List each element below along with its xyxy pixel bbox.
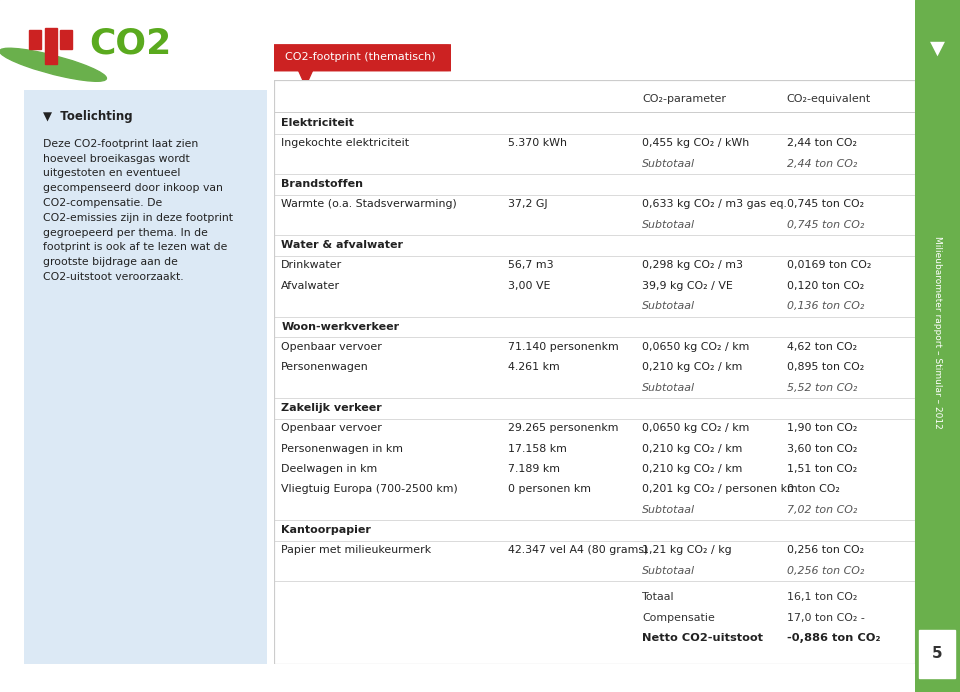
- Text: Afvalwater: Afvalwater: [281, 281, 341, 291]
- Text: 29.265 personenkm: 29.265 personenkm: [508, 424, 618, 433]
- Text: 7,02 ton CO₂: 7,02 ton CO₂: [786, 504, 857, 515]
- Text: 39,9 kg CO₂ / VE: 39,9 kg CO₂ / VE: [642, 281, 733, 291]
- Text: Brandstoffen: Brandstoffen: [281, 179, 363, 189]
- Polygon shape: [299, 71, 313, 86]
- Text: 0,210 kg CO₂ / km: 0,210 kg CO₂ / km: [642, 362, 743, 372]
- Text: 17.158 km: 17.158 km: [508, 444, 566, 454]
- Text: CO₂-equivalent: CO₂-equivalent: [786, 95, 871, 104]
- Text: Water & afvalwater: Water & afvalwater: [281, 240, 403, 250]
- Text: 0 ton CO₂: 0 ton CO₂: [786, 484, 839, 494]
- Text: Subtotaal: Subtotaal: [642, 220, 695, 230]
- Text: 0,256 ton CO₂: 0,256 ton CO₂: [786, 566, 864, 576]
- Text: 2,44 ton CO₂: 2,44 ton CO₂: [786, 158, 857, 169]
- Text: 1,21 kg CO₂ / kg: 1,21 kg CO₂ / kg: [642, 545, 732, 556]
- Text: CO₂-parameter: CO₂-parameter: [642, 95, 727, 104]
- Text: Personenwagen in km: Personenwagen in km: [281, 444, 403, 454]
- Text: 0,895 ton CO₂: 0,895 ton CO₂: [786, 362, 864, 372]
- Bar: [60, 30, 72, 48]
- Text: Subtotaal: Subtotaal: [642, 383, 695, 392]
- Text: 2,44 ton CO₂: 2,44 ton CO₂: [786, 138, 856, 148]
- Text: 0,210 kg CO₂ / km: 0,210 kg CO₂ / km: [642, 464, 743, 474]
- Text: 17,0 ton CO₂ -: 17,0 ton CO₂ -: [786, 612, 865, 623]
- Text: Totaal: Totaal: [642, 592, 675, 602]
- Text: 0,455 kg CO₂ / kWh: 0,455 kg CO₂ / kWh: [642, 138, 750, 148]
- Text: 1,90 ton CO₂: 1,90 ton CO₂: [786, 424, 857, 433]
- Text: 3,60 ton CO₂: 3,60 ton CO₂: [786, 444, 857, 454]
- Text: Subtotaal: Subtotaal: [642, 301, 695, 311]
- Text: -0,886 ton CO₂: -0,886 ton CO₂: [786, 633, 880, 643]
- Text: 0,120 ton CO₂: 0,120 ton CO₂: [786, 281, 864, 291]
- Text: Milieubarometer rapport – Stimular – 2012: Milieubarometer rapport – Stimular – 201…: [933, 236, 942, 428]
- Text: Openbaar vervoer: Openbaar vervoer: [281, 424, 382, 433]
- Text: Netto CO2-uitstoot: Netto CO2-uitstoot: [642, 633, 763, 643]
- Text: 0,0650 kg CO₂ / km: 0,0650 kg CO₂ / km: [642, 424, 750, 433]
- Ellipse shape: [0, 48, 107, 81]
- Text: 42.347 vel A4 (80 grams): 42.347 vel A4 (80 grams): [508, 545, 648, 556]
- Text: 0,201 kg CO₂ / personen km: 0,201 kg CO₂ / personen km: [642, 484, 798, 494]
- Text: Papier met milieukeurmerk: Papier met milieukeurmerk: [281, 545, 431, 556]
- Text: 4.261 km: 4.261 km: [508, 362, 560, 372]
- Text: 0,298 kg CO₂ / m3: 0,298 kg CO₂ / m3: [642, 260, 743, 271]
- Text: Compensatie: Compensatie: [642, 612, 715, 623]
- Text: Elektriciteit: Elektriciteit: [281, 118, 354, 128]
- Text: 71.140 personenkm: 71.140 personenkm: [508, 342, 618, 352]
- Bar: [920, 630, 955, 678]
- Text: 0,256 ton CO₂: 0,256 ton CO₂: [786, 545, 864, 556]
- Text: Deze CO2-footprint laat zien
hoeveel broeikasgas wordt
uitgestoten en eventueel
: Deze CO2-footprint laat zien hoeveel bro…: [43, 139, 233, 282]
- Text: 1,51 ton CO₂: 1,51 ton CO₂: [786, 464, 857, 474]
- Text: ▼: ▼: [930, 39, 945, 58]
- Text: 5: 5: [932, 646, 943, 662]
- Text: Kantoorpapier: Kantoorpapier: [281, 525, 372, 535]
- Text: Ingekochte elektriciteit: Ingekochte elektriciteit: [281, 138, 409, 148]
- Text: Subtotaal: Subtotaal: [642, 504, 695, 515]
- Text: ▼  Toelichting: ▼ Toelichting: [43, 110, 133, 123]
- Text: Warmte (o.a. Stadsverwarming): Warmte (o.a. Stadsverwarming): [281, 199, 457, 210]
- Text: 5.370 kWh: 5.370 kWh: [508, 138, 566, 148]
- Text: 5,52 ton CO₂: 5,52 ton CO₂: [786, 383, 857, 392]
- Text: Drinkwater: Drinkwater: [281, 260, 343, 271]
- Bar: [45, 28, 57, 64]
- Text: 37,2 GJ: 37,2 GJ: [508, 199, 547, 210]
- Text: Vliegtuig Europa (700-2500 km): Vliegtuig Europa (700-2500 km): [281, 484, 458, 494]
- Text: 56,7 m3: 56,7 m3: [508, 260, 553, 271]
- Bar: [29, 30, 41, 48]
- Text: 4,62 ton CO₂: 4,62 ton CO₂: [786, 342, 856, 352]
- Text: 0,745 ton CO₂: 0,745 ton CO₂: [786, 199, 864, 210]
- Text: Zakelijk verkeer: Zakelijk verkeer: [281, 403, 382, 413]
- Text: 0,136 ton CO₂: 0,136 ton CO₂: [786, 301, 864, 311]
- Text: Subtotaal: Subtotaal: [642, 566, 695, 576]
- Text: Subtotaal: Subtotaal: [642, 158, 695, 169]
- Text: 0,633 kg CO₂ / m3 gas eq.: 0,633 kg CO₂ / m3 gas eq.: [642, 199, 787, 210]
- Text: 0,210 kg CO₂ / km: 0,210 kg CO₂ / km: [642, 444, 743, 454]
- Text: 0 personen km: 0 personen km: [508, 484, 590, 494]
- Text: CO2: CO2: [89, 26, 172, 60]
- Text: 0,0169 ton CO₂: 0,0169 ton CO₂: [786, 260, 871, 271]
- Text: 7.189 km: 7.189 km: [508, 464, 560, 474]
- Text: 3,00 VE: 3,00 VE: [508, 281, 550, 291]
- Text: Personenwagen: Personenwagen: [281, 362, 369, 372]
- Text: 0,745 ton CO₂: 0,745 ton CO₂: [786, 220, 864, 230]
- Text: Openbaar vervoer: Openbaar vervoer: [281, 342, 382, 352]
- Text: Woon-werkverkeer: Woon-werkverkeer: [281, 322, 399, 331]
- Text: Deelwagen in km: Deelwagen in km: [281, 464, 377, 474]
- Text: 16,1 ton CO₂: 16,1 ton CO₂: [786, 592, 857, 602]
- Text: 0,0650 kg CO₂ / km: 0,0650 kg CO₂ / km: [642, 342, 750, 352]
- FancyBboxPatch shape: [268, 44, 455, 71]
- Text: CO2-footprint (thematisch): CO2-footprint (thematisch): [285, 52, 436, 62]
